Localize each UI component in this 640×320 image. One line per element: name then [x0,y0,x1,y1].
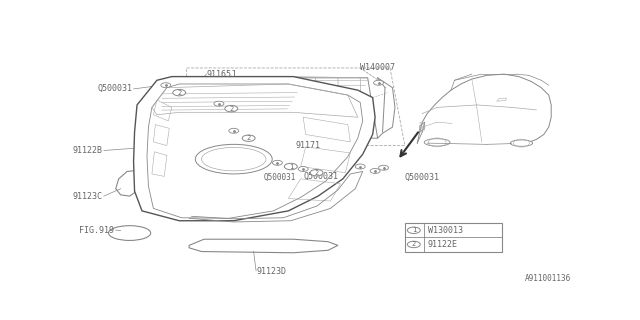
Text: Q500031: Q500031 [405,173,440,182]
Text: 91123C: 91123C [72,192,102,201]
Polygon shape [116,170,142,196]
Text: FIG.919: FIG.919 [79,226,114,235]
Polygon shape [497,98,507,101]
Text: 91122B: 91122B [72,146,102,155]
Circle shape [228,128,239,133]
Circle shape [408,241,420,248]
Bar [405,223,502,252]
Text: 2: 2 [314,170,319,176]
Circle shape [161,83,171,88]
Text: A911001136: A911001136 [525,274,571,283]
Polygon shape [189,239,338,253]
Circle shape [408,227,420,234]
Circle shape [298,166,308,172]
Text: W130013: W130013 [428,226,463,235]
Text: 2: 2 [246,135,251,141]
Text: 91165J: 91165J [207,70,237,79]
Circle shape [225,105,237,112]
Ellipse shape [424,139,450,146]
Ellipse shape [195,144,272,174]
Circle shape [355,164,365,169]
Circle shape [214,101,224,106]
Text: 2: 2 [177,90,181,96]
Polygon shape [134,76,375,221]
Text: 2: 2 [229,106,234,112]
Text: 2: 2 [412,242,416,247]
Text: 1: 1 [412,227,416,233]
Text: Q500031: Q500031 [264,173,296,182]
Text: 1: 1 [289,164,293,170]
Circle shape [379,165,388,170]
Circle shape [370,169,380,173]
Text: 91171: 91171 [296,141,321,150]
Circle shape [273,160,282,165]
Circle shape [374,80,383,85]
Text: 91123D: 91123D [256,267,286,276]
Text: Q500031: Q500031 [303,172,338,181]
Circle shape [173,89,186,96]
Ellipse shape [510,140,532,146]
Text: Q500031: Q500031 [97,84,132,93]
Ellipse shape [109,226,150,240]
Circle shape [242,135,255,141]
Text: 91122E: 91122E [428,240,458,249]
Text: W140007: W140007 [360,63,396,72]
Circle shape [310,170,323,176]
Circle shape [284,163,297,170]
